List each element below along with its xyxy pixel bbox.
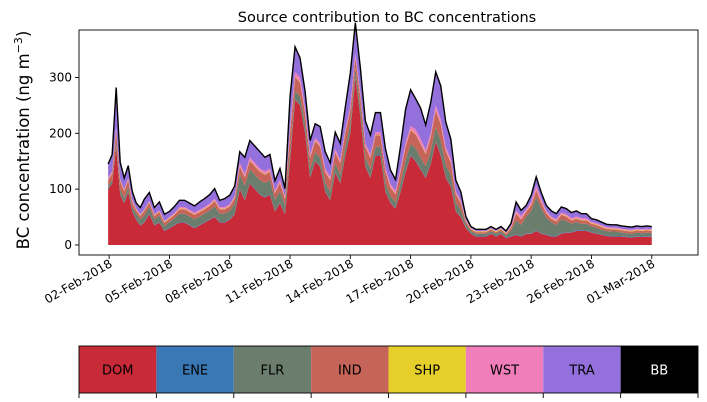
legend-frame (78, 345, 699, 394)
y-axis-label-superscript: −3 (12, 37, 25, 53)
legend-label-flr: FLR (261, 364, 285, 379)
total-line (107, 22, 652, 233)
x-tick-label: 20-Feb-2018 (404, 256, 477, 306)
legend-label-tra: TRA (568, 364, 594, 379)
y-tick-label: 0 (64, 238, 72, 252)
x-tick-label: 14-Feb-2018 (283, 256, 356, 306)
legend-label-shp: SHP (414, 364, 440, 379)
y-tick-label: 200 (49, 126, 72, 140)
x-tick-label: 08-Feb-2018 (163, 256, 236, 306)
legend-swatch-shp (388, 346, 466, 393)
legend-swatch-ene (156, 346, 234, 393)
legend-swatch-flr (233, 346, 312, 393)
y-axis-label-tail: ) (14, 31, 33, 37)
x-tick-label: 05-Feb-2018 (102, 256, 175, 306)
legend-label-bb: BB (650, 364, 668, 379)
y-axis-label-main: BC concentration (ng m (14, 53, 33, 249)
x-axis: 02-Feb-201805-Feb-201808-Feb-201811-Feb-… (42, 255, 657, 307)
plot-frame (78, 29, 699, 256)
legend-label-dom: DOM (102, 364, 133, 379)
x-tick-label: 01-Mar-2018 (584, 256, 657, 306)
legend-swatch-dom (79, 346, 157, 393)
x-tick-label: 17-Feb-2018 (344, 256, 417, 306)
area-ind (108, 57, 652, 236)
y-axis-label: BC concentration (ng m−3) (12, 31, 33, 250)
y-tick-label: 300 (49, 70, 72, 84)
x-tick-label: 23-Feb-2018 (464, 256, 537, 306)
source-legend: DOM ENE FLR IND SHP WST TRA BB (78, 345, 699, 398)
y-axis: 0 100 200 300 (49, 70, 79, 252)
legend-swatch-tra (543, 346, 621, 393)
legend-label-wst: WST (490, 364, 519, 379)
stacked-area-layers (107, 22, 652, 245)
area-tra (108, 22, 652, 233)
legend-swatch-wst (465, 346, 544, 393)
area-flr (108, 68, 652, 238)
chart-title: Source contribution to BC concentrations (238, 10, 536, 26)
x-tick-label: 02-Feb-2018 (42, 256, 115, 306)
legend-swatch-bb (620, 346, 698, 393)
legend-swatch-ind (311, 346, 389, 393)
legend-label-ind: IND (338, 364, 362, 379)
x-tick-label: 11-Feb-2018 (223, 256, 296, 306)
legend-label-ene: ENE (182, 364, 208, 379)
y-tick-label: 100 (49, 182, 72, 196)
area-dom (108, 77, 652, 245)
